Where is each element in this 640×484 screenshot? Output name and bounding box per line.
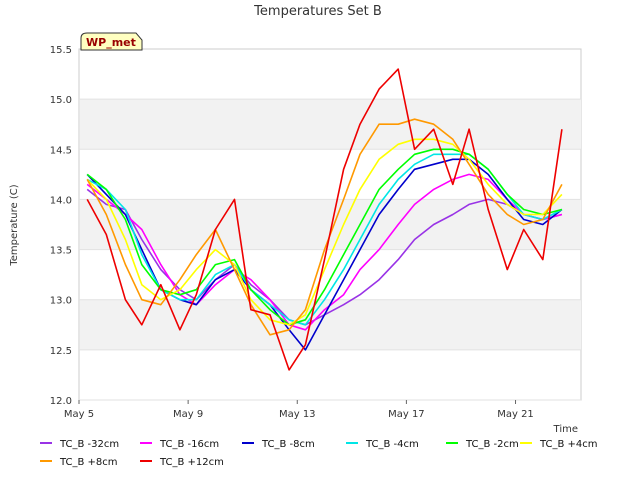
legend-label: TC_B -2cm (465, 439, 519, 450)
y-tick-label: 13.5 (50, 246, 72, 257)
x-axis-label: Time (553, 424, 578, 435)
y-tick-label: 14.5 (50, 145, 72, 156)
series-line (86, 148, 563, 326)
legend: TC_B -32cm TC_B -16cm TC_B -8cm TC_B -4cm TC… (40, 439, 598, 468)
legend-label: TC_B -4cm (365, 439, 419, 450)
y-tick-label: 15.5 (50, 45, 72, 56)
site-label: WP_met (86, 36, 136, 49)
grid-band (80, 99, 581, 150)
site-label-box: WP_met (80, 32, 143, 51)
grid-band (80, 199, 581, 250)
x-tick-label: May 9 (173, 409, 203, 420)
y-tick-label: 13.0 (50, 296, 72, 307)
y-tick-label: 12.0 (50, 396, 72, 407)
legend-label: TC_B -8cm (261, 439, 315, 450)
y-axis-label: Temperature (C) (9, 184, 20, 266)
grid-band (80, 299, 581, 350)
series-line (86, 68, 563, 371)
legend-label: TC_B +8cm (59, 457, 118, 468)
x-axis-ticks: May 5 May 9 May 13 May 17 May 21 (64, 400, 534, 420)
x-tick-label: May 21 (497, 409, 534, 420)
series-lines (86, 68, 563, 371)
x-tick-label: May 5 (64, 409, 94, 420)
y-tick-label: 15.0 (50, 95, 72, 106)
chart-title: Temperatures Set B (253, 4, 382, 19)
x-tick-label: May 17 (388, 409, 425, 420)
y-axis-ticks: 12.0 12.5 13.0 13.5 14.0 14.5 15.0 15.5 (50, 45, 72, 407)
legend-label: TC_B -16cm (159, 439, 219, 450)
series-line (86, 173, 563, 331)
y-tick-label: 14.0 (50, 195, 72, 206)
legend-label: TC_B +12cm (159, 457, 224, 468)
x-tick-label: May 13 (279, 409, 316, 420)
legend-label: TC_B +4cm (539, 439, 598, 450)
y-tick-label: 12.5 (50, 346, 72, 357)
legend-label: TC_B -32cm (59, 439, 119, 450)
